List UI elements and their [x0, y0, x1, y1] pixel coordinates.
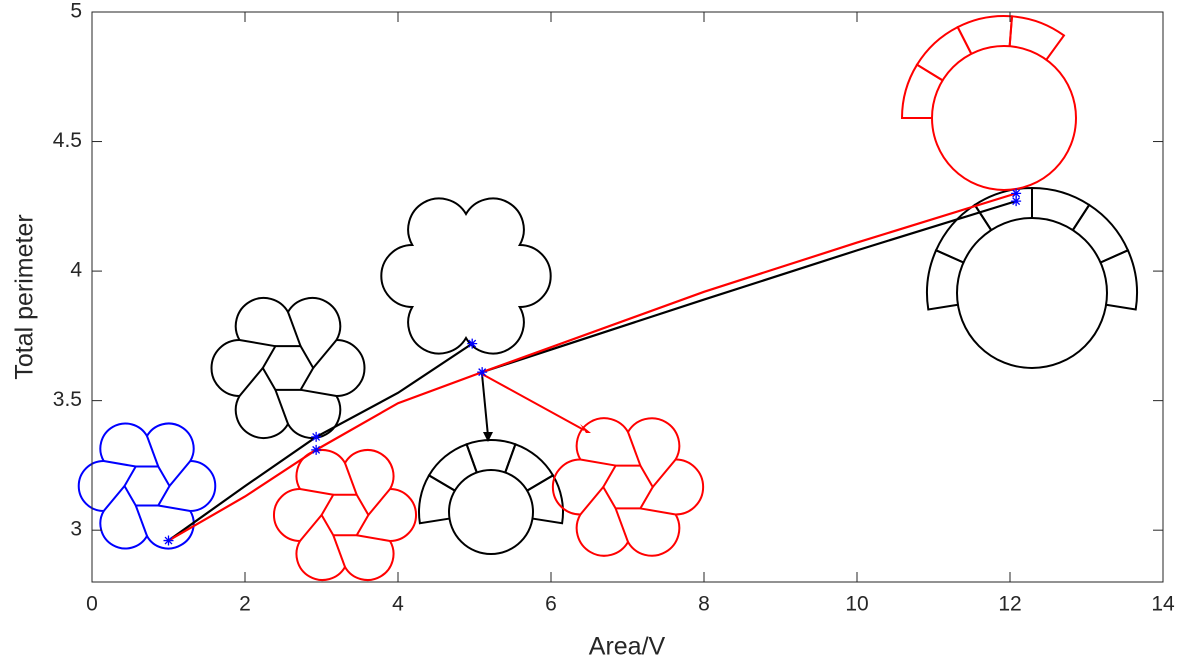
cell-outline	[1100, 248, 1138, 311]
cell-wall	[640, 507, 676, 516]
cell-outline	[465, 439, 517, 473]
y-tick-label: 4	[70, 259, 82, 282]
x-tick-label: 10	[845, 593, 868, 616]
cell-wall	[651, 458, 677, 488]
data-point	[311, 431, 322, 442]
cell-outline	[915, 25, 973, 82]
cell-wall	[356, 534, 391, 542]
cell-wall	[614, 508, 629, 543]
cell-outline	[551, 417, 705, 557]
cell-outline	[210, 297, 366, 439]
arrow	[481, 373, 489, 437]
y-axis-label: Total perimeter	[11, 214, 39, 379]
cell-wall	[580, 458, 616, 467]
cell-wall	[300, 388, 337, 397]
data-point	[311, 444, 322, 455]
arrow-head	[580, 424, 591, 433]
plot-frame	[91, 11, 1164, 583]
y-tick-label: 4.5	[53, 129, 82, 152]
data-line	[167, 192, 1017, 542]
cell-wall	[299, 514, 323, 542]
data-point	[163, 535, 174, 546]
cell-wall	[627, 431, 642, 466]
cell-wall	[103, 460, 136, 468]
x-tick-label: 6	[545, 593, 557, 616]
y-tick-label: 3	[70, 518, 82, 541]
cell-outline	[956, 217, 1108, 369]
data-point	[467, 338, 478, 349]
cell-wall	[602, 464, 654, 510]
data-point	[477, 367, 488, 378]
cell-wall	[123, 465, 171, 507]
data-point	[1011, 188, 1022, 199]
cell-wall	[312, 339, 338, 369]
x-axis-label: Area/V	[589, 633, 666, 661]
cell-wall	[332, 534, 346, 568]
cell-wall	[158, 504, 191, 512]
cell-outline	[526, 473, 564, 525]
cell-outline	[504, 442, 555, 492]
arrow-head	[483, 432, 493, 442]
cell-wall	[102, 485, 126, 512]
cell-wall	[239, 339, 276, 348]
cell-wall	[344, 462, 358, 496]
cell-outline	[448, 469, 534, 555]
y-tick-label: 5	[70, 0, 82, 23]
cell-wall	[238, 367, 264, 397]
cell-wall	[367, 488, 391, 516]
cell-wall	[261, 345, 315, 391]
data-point	[1011, 196, 1022, 207]
x-tick-label: 12	[998, 593, 1021, 616]
x-tick-label: 4	[392, 593, 404, 616]
cell-wall	[320, 493, 370, 537]
cell-outline	[1008, 15, 1066, 61]
y-tick-label: 3.5	[53, 388, 82, 411]
cell-wall	[168, 460, 192, 487]
cell-wall	[579, 486, 605, 516]
cell-wall	[134, 505, 148, 537]
cell-outline	[934, 203, 992, 264]
cell-wall	[274, 389, 289, 425]
cell-outline	[931, 45, 1077, 191]
cluster-drawings	[77, 15, 1138, 581]
x-tick-label: 14	[1151, 593, 1175, 616]
x-tick-label: 2	[239, 593, 251, 616]
arrow	[481, 373, 585, 431]
cell-outline	[272, 449, 418, 581]
cell-outline	[380, 197, 552, 355]
x-tick-label: 0	[86, 593, 98, 616]
x-tick-label: 8	[698, 593, 710, 616]
cell-wall	[146, 435, 160, 467]
cell-wall	[287, 311, 302, 347]
cell-wall	[299, 488, 334, 496]
